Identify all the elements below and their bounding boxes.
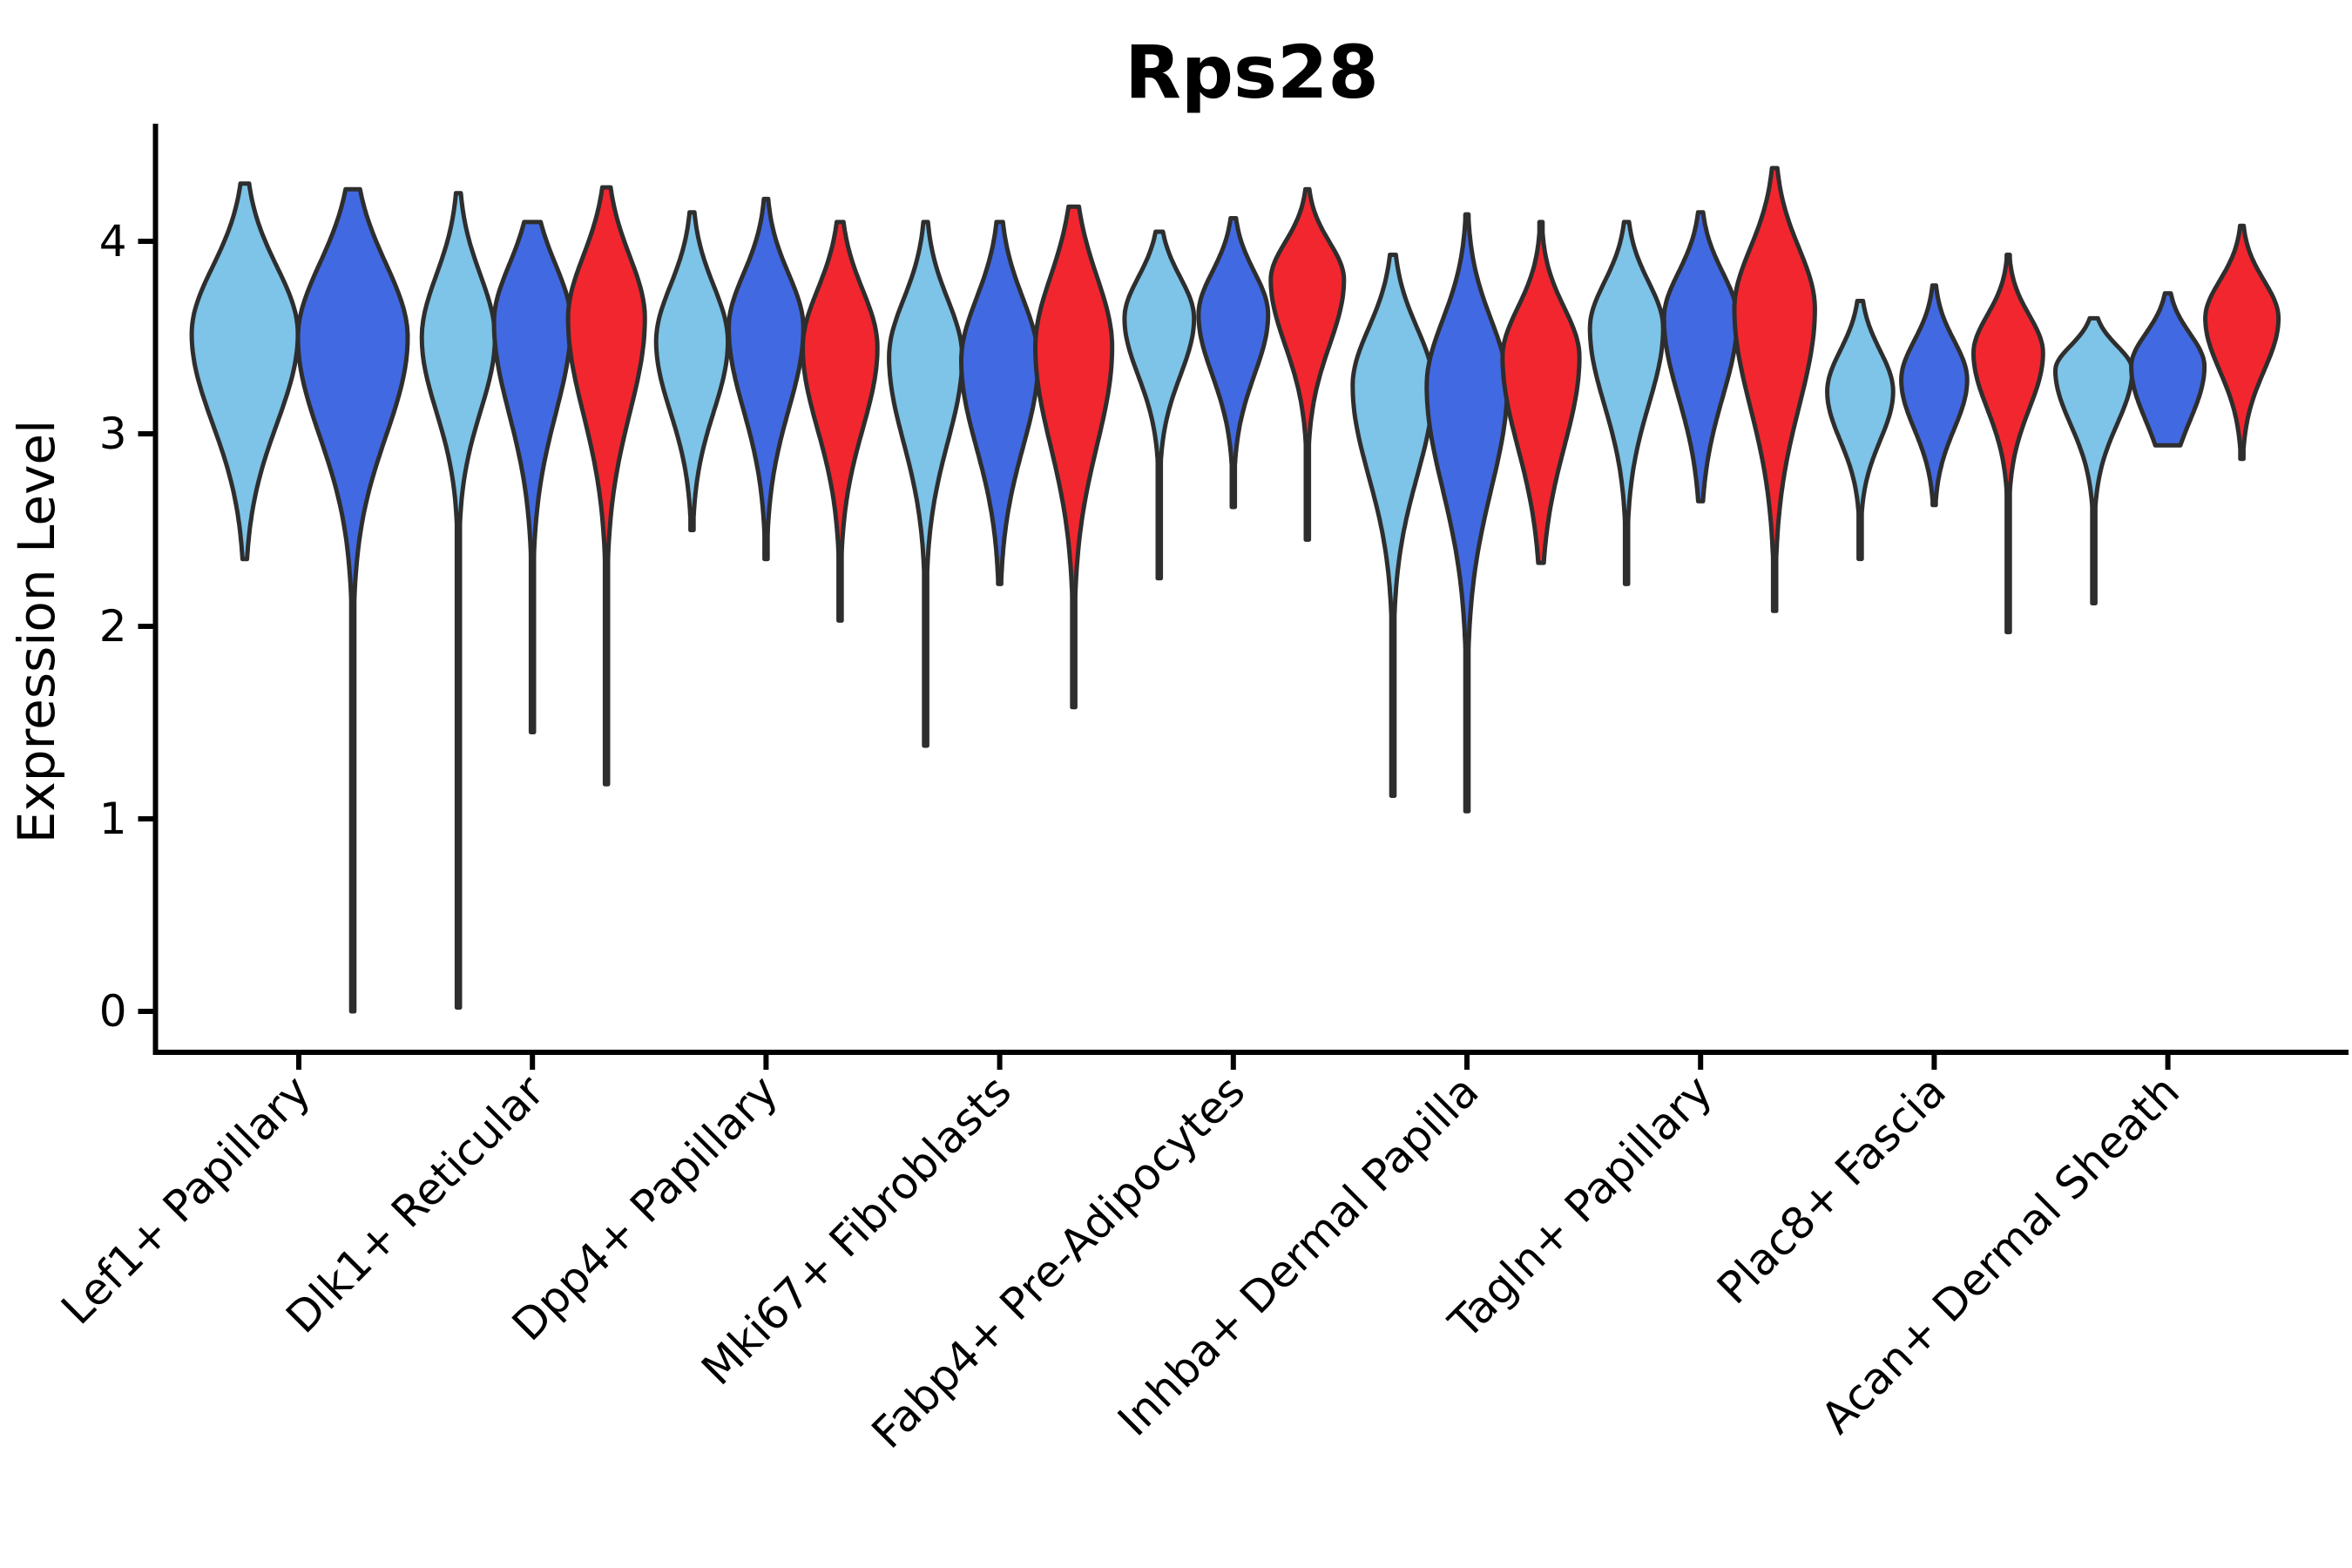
violin-light-blue — [1825, 299, 1896, 562]
violin-light-blue — [419, 191, 497, 1010]
violin-light-blue — [189, 181, 301, 562]
violin-light-blue — [1350, 253, 1436, 798]
violin-light-blue — [1122, 229, 1197, 581]
x-tick-label: Lef1+ Papillary — [51, 1065, 320, 1334]
violin-red — [1268, 186, 1347, 542]
violin-red — [801, 220, 880, 623]
violin-light-blue — [2053, 315, 2135, 605]
violin-light-blue — [653, 210, 731, 532]
violin-light-blue — [1587, 220, 1666, 586]
violin-red — [2203, 223, 2281, 462]
violin-red — [1971, 253, 2045, 635]
y-axis-label: Expression Level — [7, 420, 66, 843]
x-tick-label: Fabp4+ Pre-Adipocytes — [862, 1065, 1255, 1458]
x-tick-label: Dlk1+ Reticular — [277, 1065, 554, 1342]
violin-royal-blue — [1661, 210, 1740, 504]
violins-layer — [189, 166, 2281, 1014]
violin-red — [1732, 166, 1817, 613]
violin-royal-blue — [727, 196, 806, 562]
violin-royal-blue — [959, 220, 1041, 586]
violin-light-blue — [887, 220, 965, 748]
y-tick-label: 4 — [99, 216, 127, 267]
y-axis-ticks: 0 1 2 3 4 — [99, 216, 156, 1037]
violin-royal-blue — [1196, 216, 1271, 510]
y-tick-label: 2 — [99, 601, 127, 652]
chart-title: Rps28 — [1125, 30, 1379, 115]
violin-red — [1033, 204, 1115, 710]
violin-royal-blue — [1424, 212, 1510, 814]
y-tick-label: 0 — [99, 986, 127, 1037]
y-tick-label: 3 — [99, 409, 127, 459]
violin-royal-blue — [491, 220, 573, 734]
violin-royal-blue — [295, 186, 410, 1014]
violin-royal-blue — [1899, 283, 1970, 508]
violin-red — [1500, 220, 1582, 565]
violin-royal-blue — [2129, 291, 2207, 448]
violin-red — [565, 185, 647, 787]
x-tick-label: Plac8+ Fascia — [1707, 1065, 1956, 1314]
y-tick-label: 1 — [99, 794, 127, 844]
